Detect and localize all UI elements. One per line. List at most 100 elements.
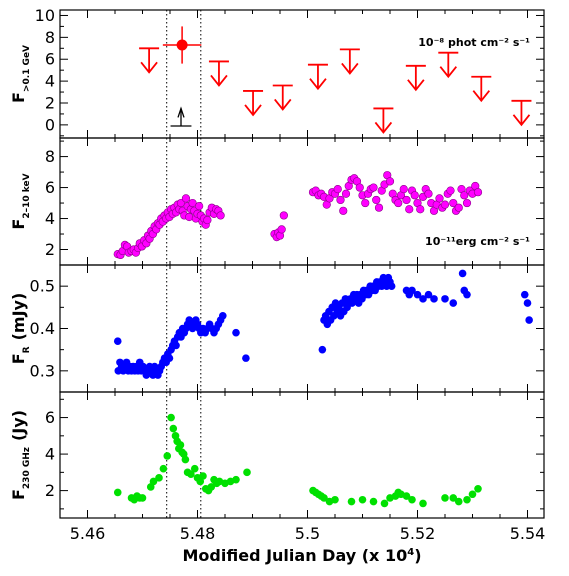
upper-limit-head [512,114,531,127]
data-point-radio [243,468,251,477]
gamma-detection [162,26,202,64]
data-point-optical [113,337,122,346]
data-point-optical [523,299,532,307]
y-axis-label-xray: F2–10 keV [9,173,32,229]
data-point-optical [387,282,396,290]
data-point-optical [463,290,471,299]
data-point-radio [408,495,416,504]
y-axis-label-symbol: F [9,92,28,103]
upper-limit-head [309,78,327,91]
upper-limit-head [407,79,425,92]
data-point-optical [318,345,327,354]
data-point-optical [419,295,427,303]
upper-limit-arrow [307,63,328,91]
y-tick-label: 2 [45,240,55,259]
upper-limit-head [341,62,359,75]
data-point-radio [468,490,477,499]
x-tick-label: 5.46 [70,524,106,543]
data-point-radio [138,494,147,502]
data-point-optical [408,286,416,295]
data-point-radio [181,455,190,464]
data-point-optical [458,269,467,278]
data-point-xray [277,225,286,234]
data-point-optical [232,328,240,337]
y-tick-label: 10 [35,6,55,25]
y-tick-label: 0 [45,115,55,134]
data-point-xray [473,188,483,197]
data-point-optical [430,295,438,303]
y-axis-label-gamma: F>0.1 GeV [9,45,32,103]
data-point-radio [449,494,458,502]
upper-limit-arrow [373,107,394,134]
data-point-optical [165,354,174,362]
data-point-optical [242,354,250,362]
data-point-xray [355,183,364,192]
data-point-xray [216,211,225,220]
upper-limit-head [244,104,262,117]
panel-frame-radio [59,391,545,519]
data-point-radio [113,488,122,497]
data-point-xray [341,189,351,198]
panel-frame-gamma [59,9,545,139]
data-point-xray [435,194,444,203]
data-point-xray [402,195,411,205]
y-axis-label-subscript: 230 GHz [22,447,32,489]
x-tick-label: 5.52 [400,524,436,543]
upper-limit-arrow [208,60,229,87]
data-point-radio [176,441,185,449]
y-tick-label: 2 [45,93,55,112]
data-point-radio [320,494,328,502]
data-marks [113,26,533,508]
data-point-radio [402,492,411,500]
y-tick-label: 0.4 [30,319,55,338]
data-point-xray [361,198,370,208]
data-point-radio [347,497,356,506]
upper-limit-head [274,98,292,111]
upper-limit-arrow [438,51,459,79]
x-axis-label-exponent: 4 [407,547,414,558]
upper-limit-head [374,121,393,134]
y-axis-label-unit: (mJy) [9,293,28,341]
y-tick-label: 0.5 [30,277,55,296]
y-axis-label-symbol: F [9,219,28,230]
upper-limit-arrow [139,47,160,74]
data-point-xray [369,183,378,192]
y-axis-label-subscript: >0.1 GeV [22,45,32,92]
data-point-radio [169,424,178,433]
x-axis-label-close: ) [414,546,421,565]
data-point-xray [176,198,186,208]
data-point-radio [441,494,449,502]
y-axis-label-unit: (Jy) [9,410,28,441]
y-tick-label: 6 [45,408,55,427]
y-tick-label: 4 [45,209,55,228]
data-point-xray [462,198,472,208]
y-axis-label-optical: FR (mJy) [9,293,32,365]
data-point-xray [394,198,403,208]
data-point-radio [331,495,339,504]
x-tick-label: 5.54 [510,524,546,543]
upper-limit-arrow [511,99,532,127]
y-tick-label: 6 [45,50,55,69]
upper-limit-head [472,90,491,103]
y-axis-label-radio: F230 GHz (Jy) [9,410,32,500]
data-point-xray [399,185,408,194]
data-point-optical [520,290,529,299]
y-tick-label: 6 [45,178,55,197]
upper-limit-head [140,61,158,74]
data-point-xray [416,205,425,214]
y-axis-label-subscript: R [22,346,32,353]
data-point-radio [190,464,199,473]
data-point-radio [167,413,175,422]
upper-limit-head [210,74,228,87]
y-tick-label: 0.3 [30,361,55,380]
data-point-radio [419,499,427,508]
data-point-radio [463,495,471,504]
data-point-xray [446,186,455,195]
y-axis-label-symbol: F [9,489,28,500]
data-point-xray [181,194,191,203]
data-point-xray [405,205,414,214]
data-point-optical [449,299,458,307]
y-tick-label: 8 [45,28,55,47]
data-point-xray [454,203,463,212]
